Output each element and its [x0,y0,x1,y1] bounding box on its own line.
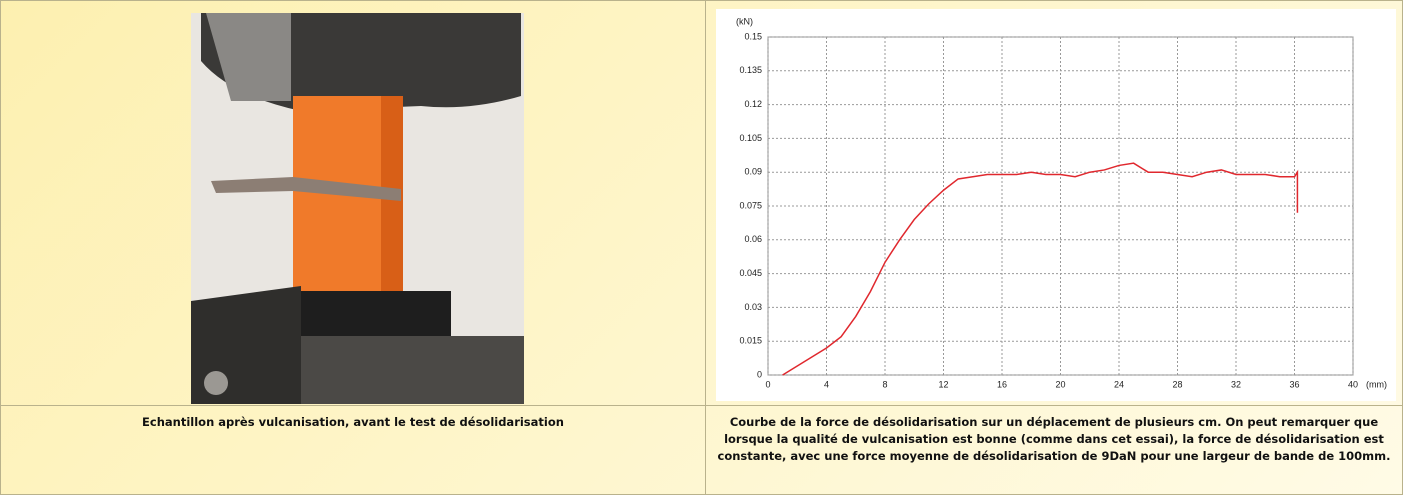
y-tick-label: 0.135 [739,65,762,75]
y-tick-label: 0.015 [739,336,762,346]
x-tick-label: 36 [1289,379,1299,389]
y-tick-label: 0 [757,369,762,379]
y-tick-label: 0.03 [744,302,762,312]
y-tick-label: 0.045 [739,268,762,278]
photo-caption: Echantillon après vulcanisation, avant l… [0,405,706,495]
photo [191,13,524,404]
x-tick-label: 40 [1348,379,1358,389]
x-tick-label: 32 [1231,379,1241,389]
y-tick-label: 0.09 [744,167,762,177]
x-axis-label: (mm) [1366,379,1387,389]
photo-cell [0,0,706,406]
x-tick-label: 4 [824,379,829,389]
chart-cell: (kN) (mm) 0 0.015 0.03 0.045 0.06 0.075 0.09 0.… [705,0,1403,406]
y-tick-label: 0.105 [739,133,762,143]
x-tick-label: 24 [1114,379,1124,389]
y-axis-label: (kN) [736,16,753,26]
y-tick-label: 0.06 [744,234,762,244]
y-tick-label: 0.075 [739,200,762,210]
x-tick-label: 12 [938,379,948,389]
chart: (kN) (mm) 0 0.015 0.03 0.045 0.06 0.075 0.09 0.… [716,9,1396,401]
data-line [782,162,1299,376]
x-tick-label: 16 [997,379,1007,389]
chart-caption: Courbe de la force de désolidarisation s… [705,405,1403,495]
y-tick-label: 0.12 [744,99,762,109]
x-tick-label: 0 [765,379,770,389]
x-tick-label: 28 [1172,379,1182,389]
x-tick-label: 20 [1055,379,1065,389]
y-tick-label: 0.15 [744,31,762,41]
x-tick-label: 8 [882,379,887,389]
